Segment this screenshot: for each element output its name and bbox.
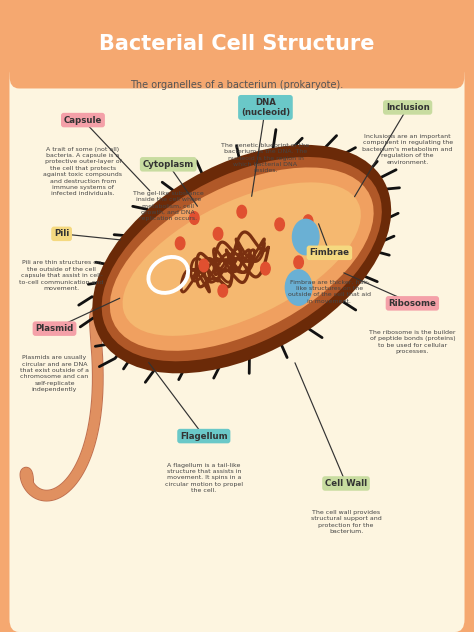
Circle shape [175, 237, 185, 250]
Text: Plasmids are usually
circular and are DNA
that exist outside of a
chromosome and: Plasmids are usually circular and are DN… [20, 355, 89, 392]
Circle shape [237, 205, 246, 218]
Circle shape [294, 256, 303, 269]
FancyBboxPatch shape [9, 1, 465, 88]
Text: Fimbrae are thicker, hair-
like structures on the
outside of the cell that aid
i: Fimbrae are thicker, hair- like structur… [288, 279, 371, 303]
Text: A flagellum is a tail-like
structure that assists in
movement. It spins in a
cir: A flagellum is a tail-like structure tha… [165, 463, 243, 493]
Ellipse shape [101, 157, 382, 362]
Text: Fimbrae: Fimbrae [310, 248, 349, 257]
Text: Cell Wall: Cell Wall [325, 479, 367, 488]
Ellipse shape [110, 167, 374, 351]
Ellipse shape [123, 183, 361, 336]
FancyBboxPatch shape [9, 63, 465, 632]
Text: The organelles of a bacterium (prokaryote).: The organelles of a bacterium (prokaryot… [130, 80, 344, 90]
Circle shape [275, 218, 284, 231]
Text: Pili: Pili [54, 229, 69, 238]
Text: The cell wall provides
structural support and
protection for the
bacterium.: The cell wall provides structural suppor… [310, 510, 382, 534]
Text: A trait of some (not all)
bacteria. A capsule is a
protective outer-layer of
the: A trait of some (not all) bacteria. A ca… [44, 147, 122, 197]
Text: Cytoplasm: Cytoplasm [143, 160, 194, 169]
Circle shape [190, 212, 199, 224]
Text: Ribosome: Ribosome [388, 299, 437, 308]
Ellipse shape [92, 145, 391, 374]
Text: Pili are thin structures on
the outside of the cell
capsule that assist in cell-: Pili are thin structures on the outside … [19, 260, 104, 291]
Text: Bacterial Cell Structure: Bacterial Cell Structure [99, 34, 375, 54]
Text: The gel-like substance
inside the cell where
metabolism, cell
growth, and DNA
re: The gel-like substance inside the cell w… [133, 191, 204, 221]
Circle shape [285, 270, 312, 305]
Text: Flagellum: Flagellum [180, 432, 228, 441]
Circle shape [303, 215, 313, 228]
Text: Inclusions are an important
component in regulating the
bacterium's metabolism a: Inclusions are an important component in… [363, 134, 453, 164]
Text: The ribosome is the builder
of peptide bonds (proteins)
to be used for cellular
: The ribosome is the builder of peptide b… [369, 330, 456, 354]
Text: Inclusion: Inclusion [386, 103, 429, 112]
Circle shape [213, 228, 223, 240]
Circle shape [199, 259, 209, 272]
Text: Capsule: Capsule [64, 116, 102, 125]
Text: DNA
(nucleoid): DNA (nucleoid) [241, 98, 290, 117]
Circle shape [218, 284, 228, 297]
Circle shape [292, 219, 319, 255]
Text: The genetic blueprint of the
bacterium is the DNA. The
nucleoid is the region in: The genetic blueprint of the bacterium i… [221, 143, 310, 173]
Circle shape [261, 262, 270, 275]
Text: Plasmid: Plasmid [36, 324, 73, 333]
